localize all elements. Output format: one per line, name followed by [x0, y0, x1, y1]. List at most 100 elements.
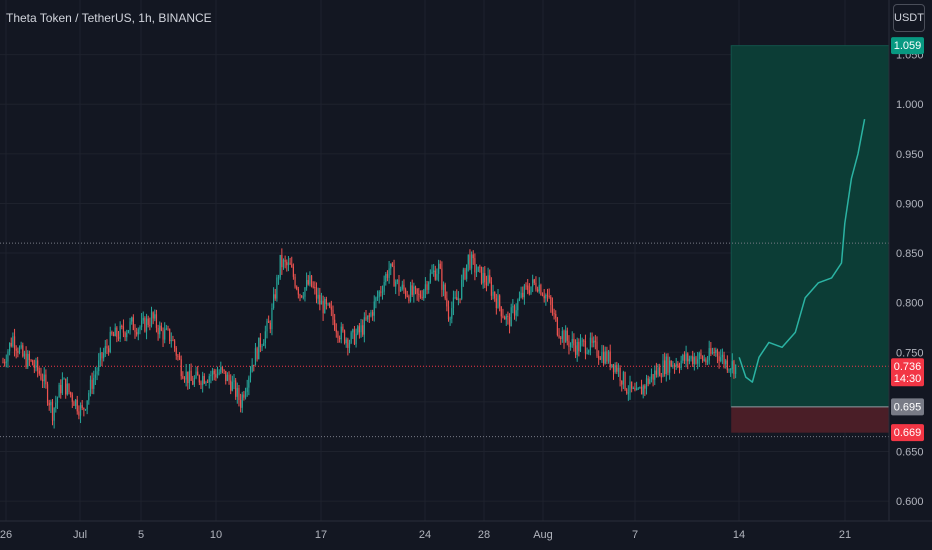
- candle-body: [540, 284, 542, 295]
- candle-body: [175, 347, 177, 356]
- candle-body: [271, 307, 273, 330]
- candle-body: [419, 294, 422, 298]
- candle-body: [576, 341, 578, 355]
- candle-body: [325, 298, 327, 305]
- candle-body: [494, 291, 496, 299]
- profit-zone[interactable]: [730, 45, 890, 408]
- candle-body: [185, 371, 187, 380]
- candle-body: [385, 274, 387, 283]
- candle-body: [489, 275, 491, 282]
- candle-body: [9, 342, 11, 352]
- price-badge-entry: [891, 398, 924, 416]
- candle-body: [268, 321, 270, 323]
- candle-body: [735, 364, 737, 375]
- candle-body: [504, 317, 506, 320]
- candle-body: [281, 254, 283, 268]
- candle-body: [167, 328, 169, 330]
- candle-body: [626, 389, 628, 394]
- y-tick-label: 0.750: [896, 347, 924, 359]
- candle-body: [13, 336, 16, 349]
- candle-body: [479, 266, 481, 268]
- projection-path[interactable]: [738, 118, 866, 383]
- candle-body: [619, 368, 621, 381]
- candle-body: [142, 317, 144, 321]
- candle-body: [535, 282, 537, 290]
- candle-body: [63, 378, 65, 380]
- candle-body: [682, 354, 684, 361]
- candle-body: [345, 339, 347, 344]
- candle-body: [302, 296, 304, 298]
- candle-body: [342, 326, 344, 331]
- candle-body: [687, 353, 689, 362]
- candle-body: [329, 303, 331, 308]
- candle-body: [119, 325, 121, 339]
- candle-body: [35, 360, 37, 368]
- candle-body: [352, 329, 354, 333]
- candle-body: [452, 297, 455, 309]
- candle-body: [170, 340, 172, 342]
- candle-body: [532, 279, 534, 287]
- candle-body: [614, 365, 616, 373]
- candle-body: [314, 286, 316, 288]
- candle-body: [408, 296, 410, 302]
- candle-body: [157, 327, 159, 335]
- candle-body: [466, 264, 468, 279]
- candle-body: [647, 378, 649, 384]
- candle-body: [472, 254, 474, 259]
- candle-body: [261, 345, 263, 348]
- candle-body: [683, 354, 686, 361]
- candle-body: [127, 330, 129, 333]
- candle-body: [277, 277, 280, 279]
- candle-body: [637, 388, 639, 390]
- candle-body: [413, 286, 415, 295]
- candle-body: [287, 262, 290, 266]
- x-tick-label: 5: [138, 529, 144, 541]
- candle-body: [195, 371, 197, 379]
- price-badge-last-price-countdown: 14:30: [894, 373, 922, 385]
- candle-body: [442, 284, 445, 290]
- candle-body: [30, 360, 32, 362]
- candle-body: [487, 275, 489, 286]
- candle-body: [259, 337, 261, 348]
- candle-body: [525, 285, 527, 287]
- candle-body: [388, 268, 390, 278]
- candle-body: [137, 329, 139, 335]
- candle-body: [601, 351, 603, 360]
- candle-body: [586, 352, 588, 354]
- candle-body: [593, 340, 595, 343]
- candle-body: [231, 381, 233, 391]
- currency-button[interactable]: USDT: [893, 4, 925, 32]
- candle-body: [624, 372, 626, 390]
- candle-body: [436, 273, 438, 280]
- candle-body: [583, 340, 585, 342]
- candle-body: [444, 284, 446, 299]
- candle-body: [596, 341, 598, 356]
- candle-body: [431, 271, 433, 274]
- y-tick-label: 1.000: [896, 99, 924, 111]
- loss-zone[interactable]: [731, 406, 889, 433]
- y-tick-label: 0.950: [896, 149, 924, 161]
- candle-body: [490, 281, 492, 296]
- candle-body: [713, 351, 715, 354]
- candle-body: [390, 263, 392, 269]
- candle-body: [698, 353, 700, 360]
- candle-body: [165, 328, 167, 330]
- candle-body: [395, 281, 397, 287]
- candle-body: [570, 342, 572, 348]
- candle-body: [101, 352, 103, 359]
- candle-body: [715, 349, 717, 354]
- candle-body: [83, 407, 85, 410]
- candle-body: [221, 367, 224, 370]
- candle-body: [571, 338, 573, 343]
- candle-body: [594, 340, 596, 342]
- candle-body: [188, 370, 191, 384]
- candle-body: [23, 353, 26, 357]
- candle-body: [386, 274, 389, 278]
- candle-body: [236, 388, 238, 397]
- candle-body: [545, 294, 547, 299]
- candle-body: [315, 287, 318, 299]
- candle-body: [348, 342, 351, 348]
- candle-body: [108, 348, 110, 353]
